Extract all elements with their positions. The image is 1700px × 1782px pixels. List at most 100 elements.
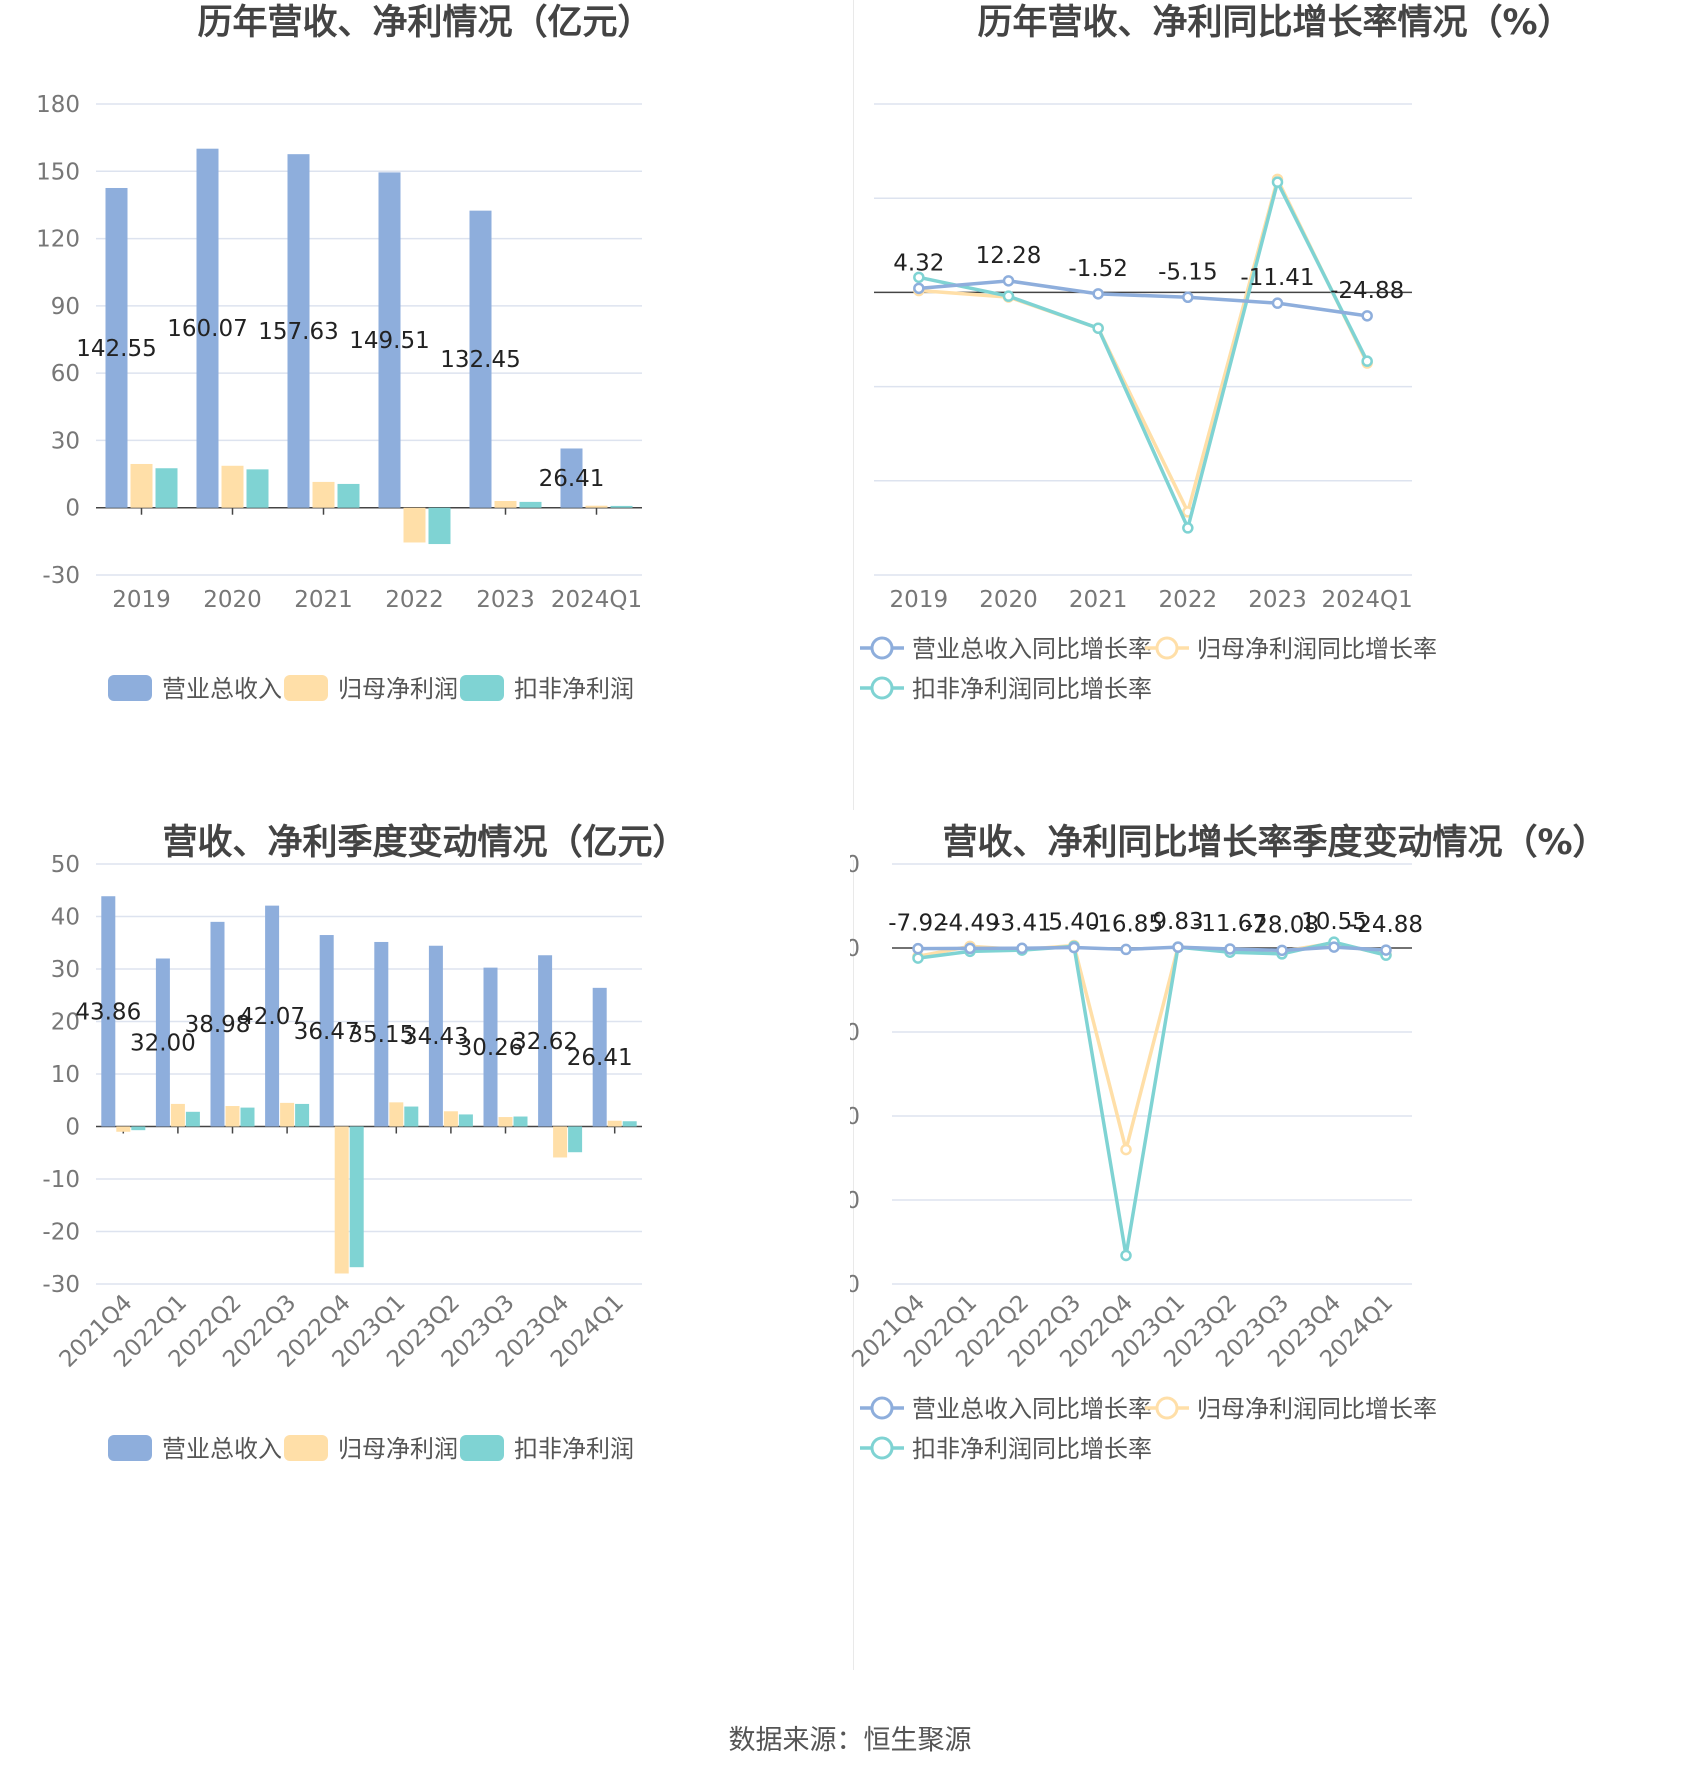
data-label: 132.45 [440,347,520,373]
bar-net_profit [585,505,608,508]
legend-label: 营业总收入 [162,1435,282,1463]
bar-net_profit [221,465,244,508]
series-point-deducted_profit [1271,176,1284,188]
data-label: -11.67 [1193,911,1267,937]
y-tick-label: -20 [42,1220,80,1246]
data-label: -16.85 [1089,911,1163,937]
series-point-revenue [1271,297,1284,309]
data-label: 26.41 [539,466,605,492]
data-label: 142.55 [76,336,156,362]
series-point-net_profit [1120,1143,1132,1156]
bar-net_profit [116,1126,131,1132]
legend-label: 扣非净利润同比增长率 [912,1435,1152,1463]
series-point-deducted_profit [1120,1249,1132,1262]
y-tick-label: 10 [51,1062,80,1088]
bar-deducted_profit [131,1126,146,1131]
series-line-deducted_profit [918,177,1369,534]
x-tick-label: 2024Q1 [551,587,642,613]
x-tick-label: 2022 [1159,587,1218,613]
bar-net_profit [312,481,335,508]
bar-revenue [287,154,310,508]
legend-label: 营业总收入同比增长率 [912,1395,1152,1423]
bar-net_profit [403,507,426,543]
series-point-revenue [1016,942,1028,955]
series-point-revenue [1120,943,1132,956]
bar-deducted_profit [610,505,633,508]
legend-label: 扣非净利润 [514,1435,634,1463]
series-point-deducted_profit [1092,322,1104,334]
bar-deducted_profit [458,1114,473,1127]
chart-title: 营收、净利季度变动情况（亿元） [162,823,687,863]
series-line-net_profit [917,941,1387,1151]
y-tick-label: 90 [51,294,80,320]
bar-revenue [105,187,128,508]
bar-net_profit [553,1126,568,1158]
data-label: -28.08 [1245,912,1319,938]
divider-top [853,0,854,810]
bar-net_profit [607,1120,622,1127]
data-label: 38.98 [185,1012,251,1038]
legend-marker [870,1396,894,1420]
bar-net_profit [225,1106,240,1127]
y-tick-label: -2,000 [850,1104,860,1130]
series-point-revenue [1380,944,1392,956]
series-line-deducted_profit [917,940,1387,1256]
series-point-revenue [1172,941,1184,953]
bar-deducted_profit [240,1107,255,1127]
bar-deducted_profit [349,1126,364,1268]
bar-revenue [483,967,498,1127]
y-tick-label: -4,000 [850,1272,860,1298]
x-tick-label: 2020 [203,587,262,613]
bar-deducted_profit [622,1121,637,1127]
bar-revenue [101,896,116,1127]
data-label: -3.41 [992,910,1052,936]
legend-swatch [108,675,152,701]
legend-label: 扣非净利润同比增长率 [912,675,1152,703]
data-label: 34.43 [403,1024,469,1050]
data-label: 42.07 [239,1004,305,1030]
legend-swatch [108,1435,152,1461]
data-label: 36.47 [294,1019,360,1045]
bar-deducted_profit [404,1106,419,1127]
bar-deducted_profit [568,1126,583,1153]
data-label: 30.26 [458,1035,524,1061]
series-point-revenue [912,942,924,955]
series-point-revenue [964,942,976,955]
data-label: -4.49 [940,910,1000,936]
data-label: -1.52 [1068,256,1128,282]
series-point-revenue [1002,275,1015,287]
series-point-deducted_profit [913,271,925,284]
y-tick-label: 180 [36,92,80,118]
bar-net_profit [389,1102,404,1127]
y-tick-label: -1,000 [850,1020,860,1046]
series-point-revenue [1224,943,1236,955]
x-tick-label: 2024Q1 [1322,587,1413,613]
bar-revenue [196,148,219,508]
data-label: 157.63 [258,319,338,345]
series-point-deducted_profit [1361,355,1373,367]
series-point-revenue [1328,941,1340,953]
bar-net_profit [443,1111,458,1127]
y-tick-label: 30 [51,957,80,983]
x-tick-label: 2020 [979,587,1038,613]
series-point-deducted_profit [1002,290,1015,302]
y-tick-label: -30 [42,563,80,589]
bar-net_profit [498,1117,513,1127]
data-label: -24.88 [1330,278,1404,304]
y-tick-label: 150 [36,159,80,185]
y-tick-label: 40 [51,905,80,931]
bar-net_profit [130,463,153,508]
legend-swatch [284,1435,328,1461]
bar-revenue [428,945,443,1127]
bar-net_profit [280,1102,295,1127]
series-point-deducted_profit [912,952,924,964]
data-label: -11.41 [1240,265,1314,291]
y-tick-label: 60 [51,361,80,387]
data-source: 数据来源：恒生聚源 [728,1725,972,1756]
data-label: 35.15 [348,1022,414,1048]
legend-swatch [284,675,328,701]
legend-marker [870,676,894,700]
series-line-revenue [918,279,1368,318]
data-label: 12.28 [976,243,1042,269]
legend-marker [870,1436,894,1460]
